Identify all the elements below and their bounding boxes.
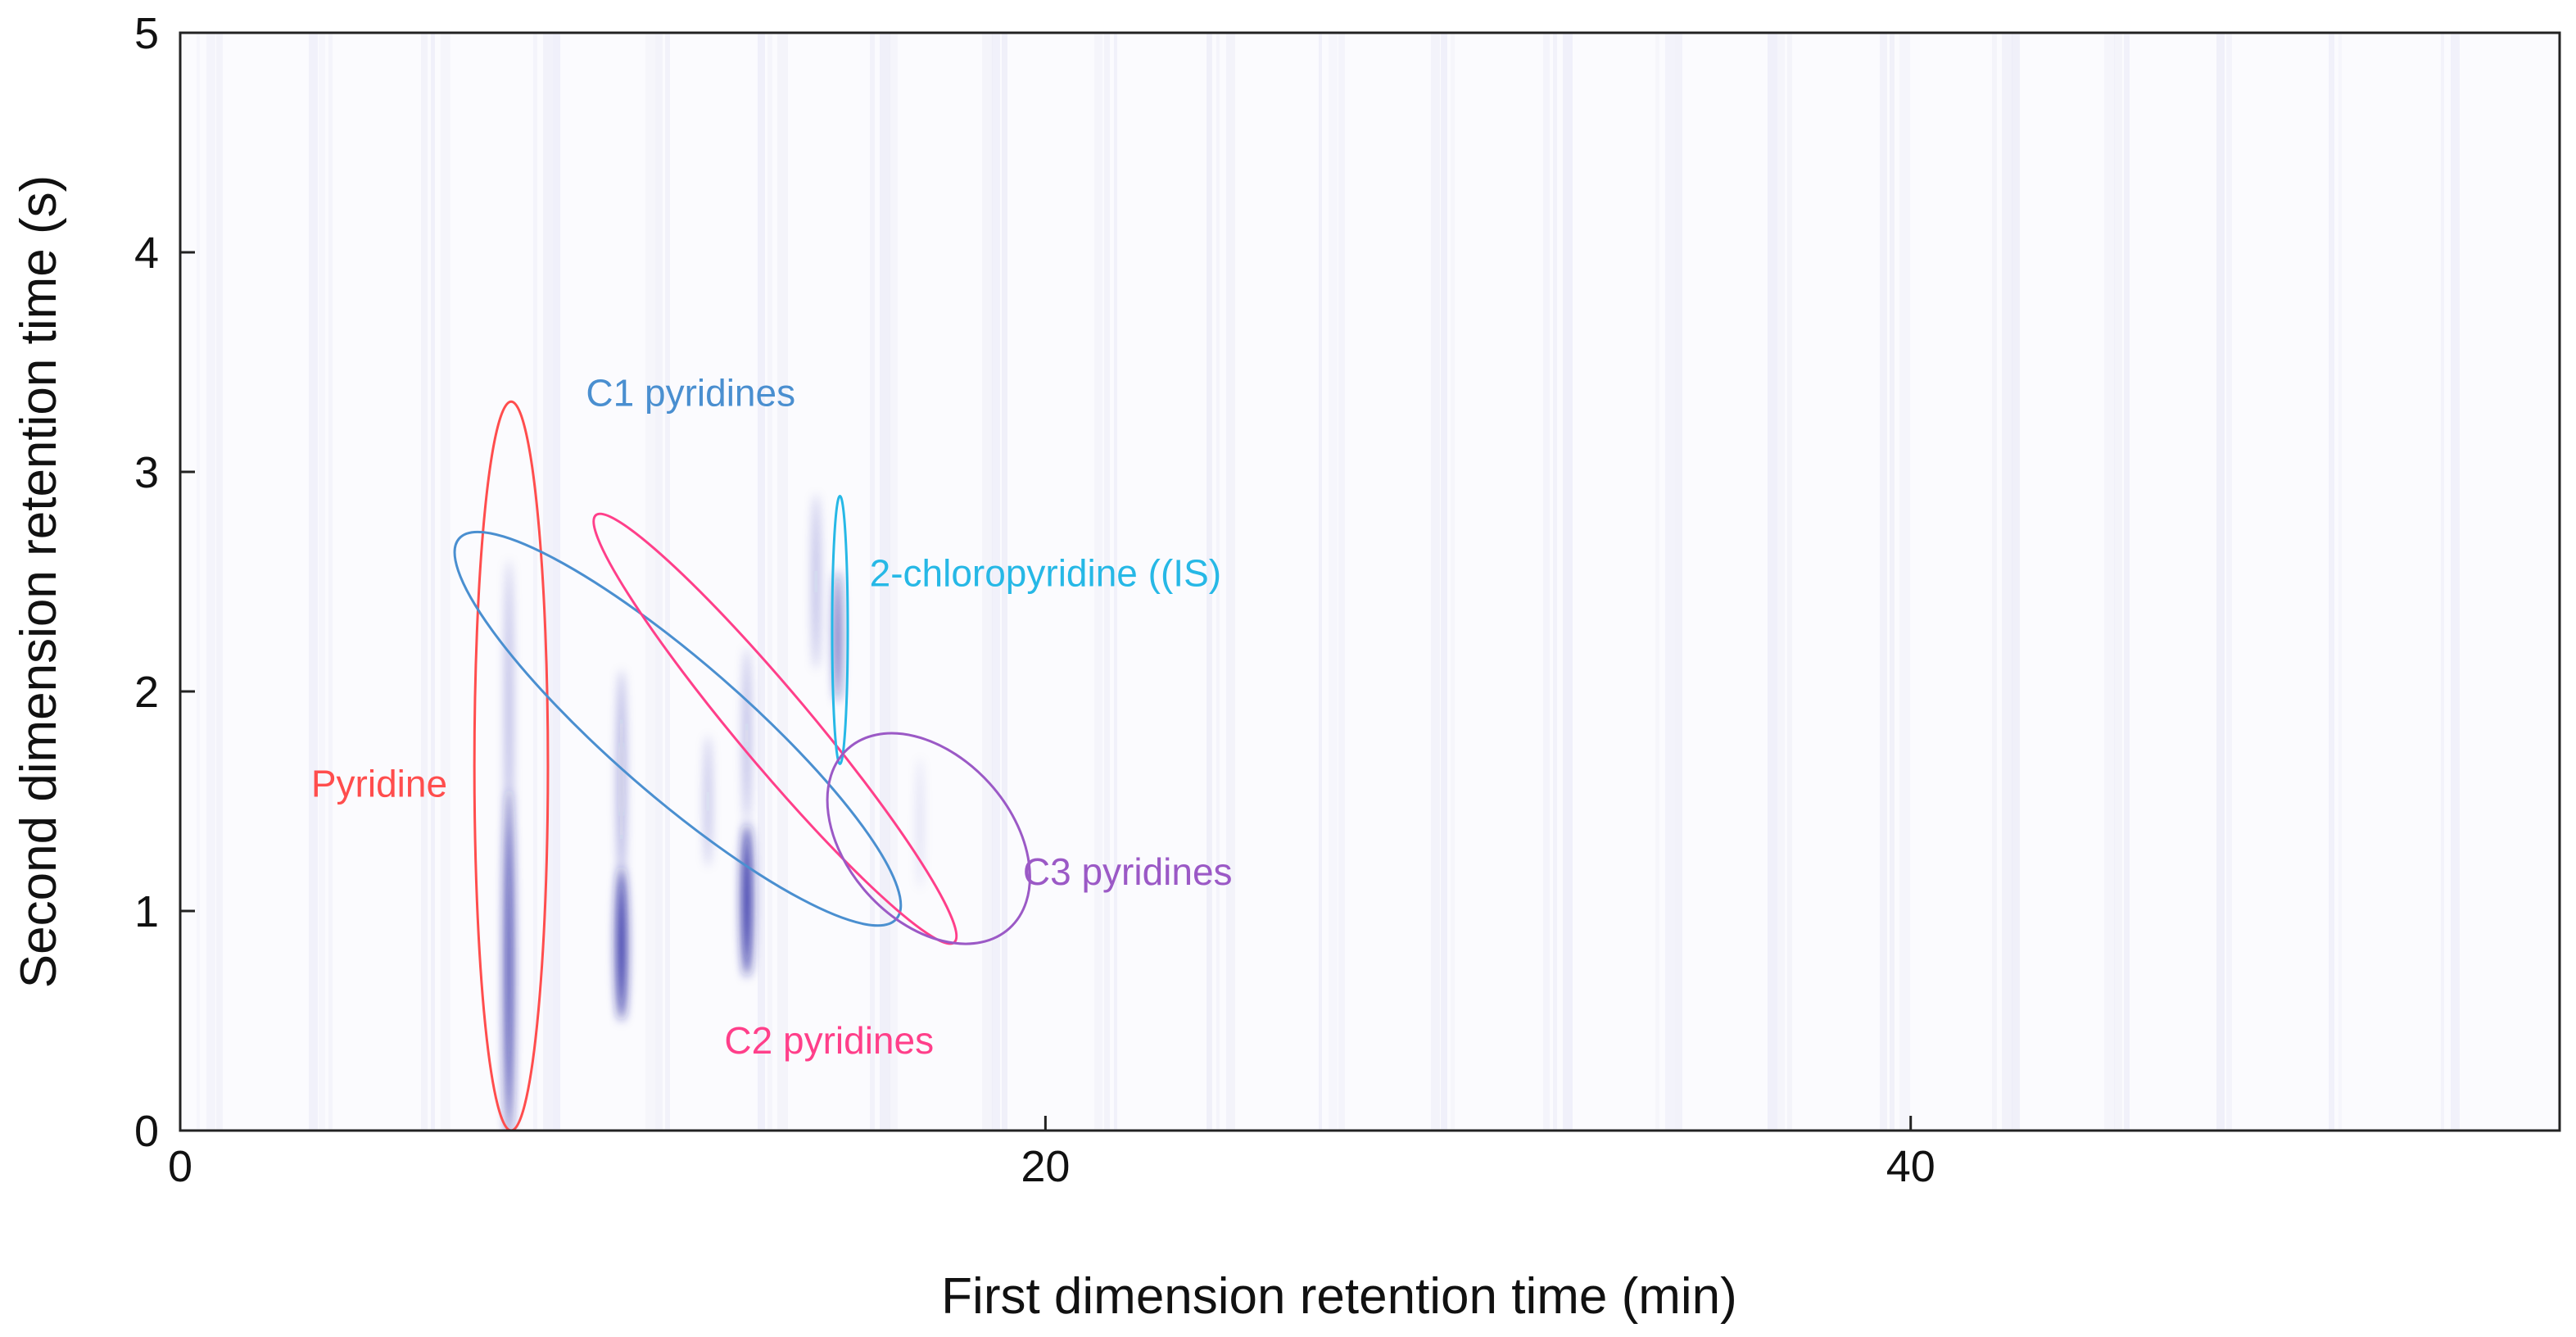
group-label: C2 pyridines: [724, 1019, 934, 1062]
streak: [309, 33, 318, 1131]
streak: [421, 33, 428, 1131]
peak: [741, 823, 753, 977]
y-tick-label: 4: [134, 229, 159, 278]
streak: [1451, 33, 1455, 1131]
streak: [870, 33, 875, 1131]
streak: [1226, 33, 1235, 1131]
streak: [197, 33, 200, 1131]
streak: [890, 33, 898, 1131]
streak: [1992, 33, 1997, 1131]
peak: [505, 790, 514, 1131]
peaks: [505, 493, 923, 1131]
x-axis: 0 20 40: [168, 1116, 1935, 1191]
streak: [1104, 33, 1110, 1131]
streak: [2329, 33, 2334, 1131]
y-axis-title: Second dimension retention time (s): [11, 175, 67, 988]
streak: [1441, 33, 1447, 1131]
streak: [328, 33, 333, 1131]
streak: [1207, 33, 1212, 1131]
peak: [743, 647, 751, 823]
streak: [1338, 33, 1345, 1131]
streak: [767, 33, 772, 1131]
streak: [319, 33, 325, 1131]
streak: [1777, 33, 1785, 1131]
streak: [553, 33, 560, 1131]
group-ellipse: [826, 732, 1031, 945]
streak: [2012, 33, 2020, 1131]
background-streaks: [197, 33, 2460, 1131]
y-tick-label: 5: [134, 9, 159, 58]
x-tick-label: 0: [168, 1142, 192, 1191]
group-label: Pyridine: [311, 763, 447, 805]
streak: [1329, 33, 1338, 1131]
streak: [2226, 33, 2232, 1131]
streak: [758, 33, 765, 1131]
peak: [813, 493, 820, 670]
streak: [645, 33, 655, 1131]
streak: [1431, 33, 1440, 1131]
streak: [1002, 33, 1007, 1131]
streak: [1094, 33, 1102, 1131]
plot-frame: [179, 31, 2561, 1132]
streak: [2216, 33, 2225, 1131]
streak: [2451, 33, 2460, 1131]
streak: [441, 33, 450, 1131]
streak: [533, 33, 537, 1131]
group-labels: Pyridine C1 pyridines C2 pyridines 2-chloro…: [311, 372, 1233, 1063]
streak: [216, 33, 223, 1131]
plot-area: [180, 33, 2560, 1131]
streak: [992, 33, 1000, 1131]
peak: [917, 757, 923, 890]
streak: [2338, 33, 2342, 1131]
streak: [1890, 33, 1895, 1131]
streak: [2114, 33, 2122, 1131]
streak: [2124, 33, 2130, 1131]
streak: [1787, 33, 1792, 1131]
group-label: C1 pyridines: [586, 372, 795, 415]
y-tick-label: 1: [134, 887, 159, 936]
y-tick-label: 0: [134, 1107, 159, 1156]
streak: [431, 33, 435, 1131]
streak: [2441, 33, 2444, 1131]
group-label: 2-chloropyridine ((IS): [870, 551, 1221, 594]
peak: [835, 570, 841, 703]
group-label: C3 pyridines: [1023, 850, 1233, 893]
streak: [206, 33, 215, 1131]
streak: [1114, 33, 1117, 1131]
streak: [1563, 33, 1573, 1131]
streak: [1543, 33, 1550, 1131]
streak: [1880, 33, 1887, 1131]
streak: [982, 33, 993, 1131]
x-axis-title: First dimension retention time (min): [941, 1268, 1737, 1325]
streak: [655, 33, 663, 1131]
peak: [617, 669, 626, 890]
streak: [777, 33, 788, 1131]
streak: [1319, 33, 1322, 1131]
streak: [1665, 33, 1675, 1131]
peak: [704, 735, 712, 868]
streak: [2104, 33, 2115, 1131]
x-tick-label: 40: [1886, 1142, 1935, 1191]
y-tick-label: 3: [134, 448, 159, 497]
streak: [1655, 33, 1659, 1131]
streak: [1899, 33, 1910, 1131]
x-tick-label: 20: [1021, 1142, 1070, 1191]
streak: [1553, 33, 1557, 1131]
streak: [665, 33, 670, 1131]
group-ellipse: [831, 494, 849, 765]
peak: [616, 867, 627, 1021]
streak: [1216, 33, 1220, 1131]
peak: [505, 560, 513, 868]
y-axis: 0 1 2 3 4 5: [134, 9, 195, 1156]
streak: [1675, 33, 1682, 1131]
streak: [2002, 33, 2012, 1131]
streak: [1768, 33, 1777, 1131]
streak: [543, 33, 553, 1131]
y-tick-label: 2: [134, 668, 159, 717]
